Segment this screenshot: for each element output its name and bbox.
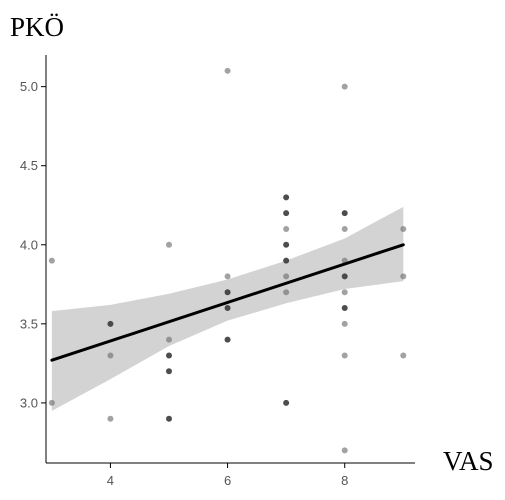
data-point-35 [400, 352, 407, 359]
data-point-20 [283, 273, 290, 280]
data-point-15 [283, 194, 290, 201]
data-point-0 [48, 257, 55, 264]
data-point-28 [341, 289, 348, 296]
data-point-33 [400, 225, 407, 232]
y-tick-label: 3.5 [20, 316, 38, 331]
data-point-21 [283, 289, 290, 296]
regression-line [50, 243, 405, 362]
data-point-5 [166, 241, 172, 248]
data-point-29 [341, 305, 348, 312]
axes-layer: 3.0 3.5 4.0 4.5 5.0 4 6 8 [20, 55, 415, 488]
data-point-27 [341, 273, 348, 280]
data-point-30 [341, 320, 348, 327]
y-tick-label: 4.0 [20, 237, 38, 252]
data-point-22 [283, 399, 290, 406]
fit-line-layer [50, 243, 405, 362]
data-point-18 [283, 241, 290, 248]
data-point-11 [224, 273, 231, 280]
data-point-12 [224, 289, 231, 296]
data-point-24 [341, 210, 348, 217]
data-point-7 [166, 352, 172, 359]
data-point-17 [283, 225, 290, 232]
data-point-16 [283, 210, 290, 217]
data-point-32 [341, 447, 348, 454]
x-tick-label: 4 [107, 473, 114, 488]
x-tick-label: 8 [341, 473, 348, 488]
y-tick-label: 5.0 [20, 79, 38, 94]
data-point-19 [283, 257, 290, 264]
data-point-14 [224, 336, 231, 343]
data-point-10 [224, 67, 231, 74]
data-point-6 [166, 336, 172, 343]
data-point-31 [341, 352, 348, 359]
x-axis-title: VAS [443, 446, 494, 476]
data-point-2 [107, 320, 114, 327]
data-point-25 [341, 225, 348, 232]
data-point-8 [166, 368, 172, 375]
data-point-3 [107, 352, 114, 359]
data-point-9 [166, 415, 172, 422]
y-tick-label: 3.0 [20, 395, 38, 410]
x-tick-label: 6 [224, 473, 231, 488]
data-point-34 [400, 273, 407, 280]
data-point-1 [48, 399, 55, 406]
data-point-23 [341, 83, 348, 90]
data-point-4 [107, 415, 114, 422]
y-axis-title: PKÖ [10, 12, 64, 42]
y-tick-label: 4.5 [20, 158, 38, 173]
data-points-layer [48, 67, 407, 454]
data-point-13 [224, 305, 231, 312]
